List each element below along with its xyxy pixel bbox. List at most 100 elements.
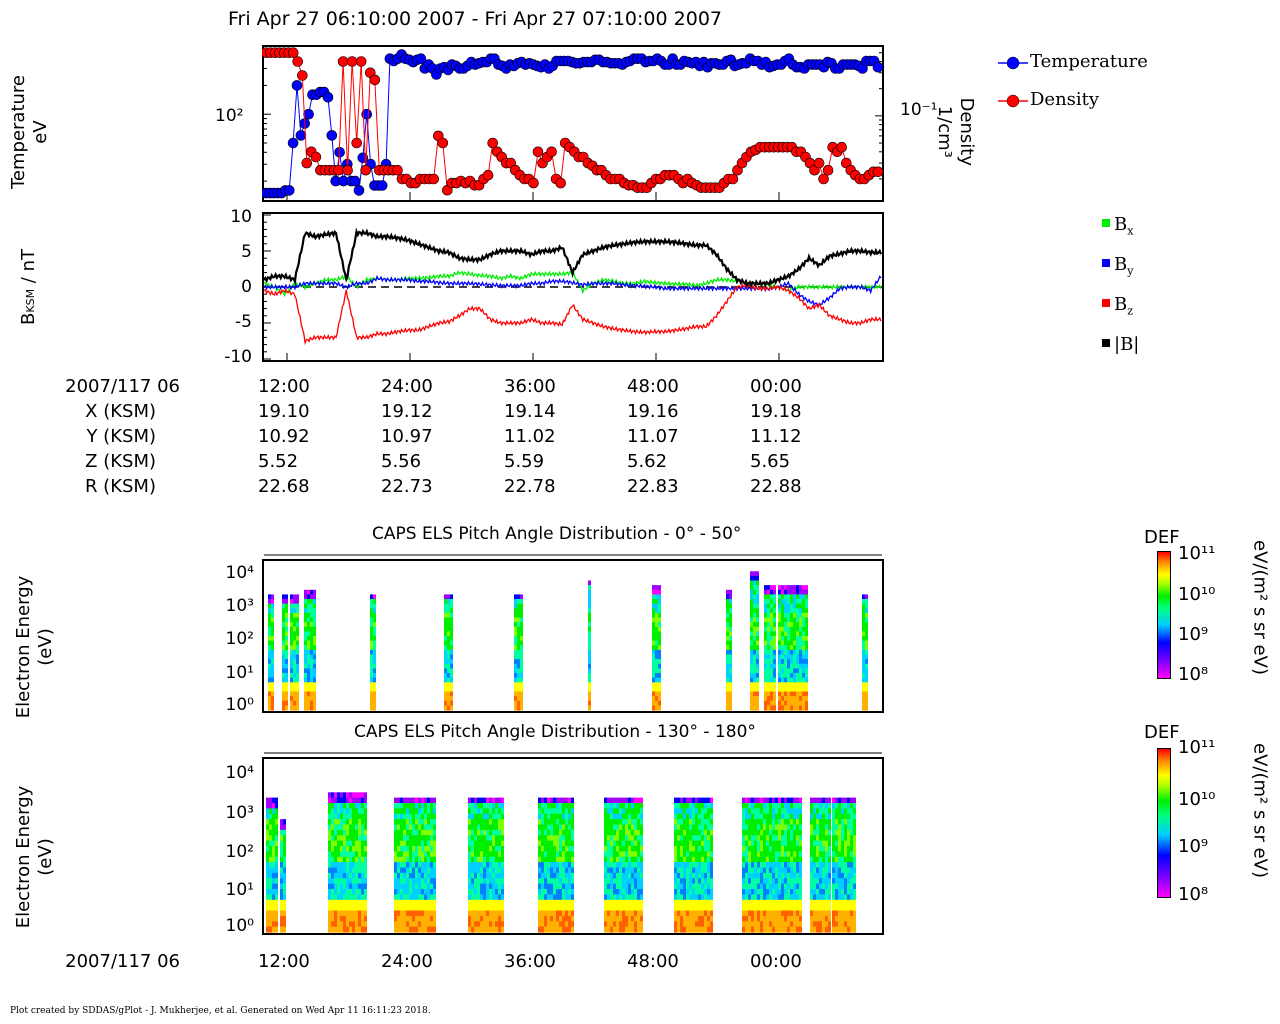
ephemeris-value: 19.18 <box>750 401 802 422</box>
spectrogram-cell <box>285 649 288 656</box>
spectrogram-cell <box>444 612 447 619</box>
spectrogram-cell <box>403 910 406 917</box>
spectrogram-cell <box>280 926 283 933</box>
spectrogram-cell <box>280 889 283 895</box>
spectrogram-cell <box>538 878 541 885</box>
spectrogram-cell <box>832 926 835 933</box>
spectrogram-cell <box>355 926 358 933</box>
spectrogram-cell <box>707 808 710 815</box>
spectrogram-cell <box>799 894 802 901</box>
spectrogram-cell <box>622 829 625 836</box>
spectrogram-cell <box>844 856 847 863</box>
spectrogram-cell <box>773 617 776 623</box>
spectrogram-cell <box>550 905 553 912</box>
spectrogram-cell <box>474 813 477 820</box>
spectrogram-cell <box>799 663 802 669</box>
spectrogram-cell <box>269 905 272 912</box>
spectrogram-cell <box>361 819 364 826</box>
spectrogram-cell <box>489 899 492 906</box>
spectrogram-cell <box>832 808 835 815</box>
spectrogram-cell <box>622 905 625 912</box>
spectrogram-cell <box>559 819 562 826</box>
spectrogram-cell <box>403 883 406 890</box>
spectrogram-cell <box>538 835 541 842</box>
spectrogram-cell <box>492 878 495 885</box>
spectrogram-cell <box>726 612 729 619</box>
spectrogram-cell <box>415 894 418 901</box>
spectrogram-cell <box>349 851 352 858</box>
spectrogram-cell <box>607 819 610 826</box>
spectrogram-cell <box>781 878 784 885</box>
spectrogram-cell <box>361 824 364 831</box>
spectrogram-cell <box>822 883 825 890</box>
spectrogram-cell <box>726 659 729 665</box>
spectrogram-cell <box>751 829 754 836</box>
spectrogram-cell <box>373 686 376 693</box>
spectrogram-cell <box>756 617 759 623</box>
spectrogram-cell <box>337 910 340 917</box>
spectrogram-cell <box>680 878 683 885</box>
spectrogram-cell <box>613 878 616 885</box>
spectrogram-cell <box>337 856 340 863</box>
spectrogram-cell <box>790 883 793 890</box>
spectrogram-cell <box>799 612 802 619</box>
spectrogram-cell <box>409 889 412 895</box>
spectrogram-cell <box>810 915 813 922</box>
spectrogram-cell <box>293 640 296 646</box>
spectrogram-cell <box>334 803 337 809</box>
spectrogram-cell <box>343 813 346 820</box>
spectrogram-cell <box>751 819 754 826</box>
spectrogram-cell <box>346 889 349 895</box>
spectrogram-cell <box>680 824 683 831</box>
spectrogram-cell <box>796 608 799 614</box>
spectrogram-cell <box>415 872 418 879</box>
spectrogram-cell <box>538 862 541 869</box>
spectrogram-cell <box>285 663 288 669</box>
spectrogram-cell <box>742 883 745 890</box>
spectrogram-cell <box>825 840 828 847</box>
spectrogram-cell <box>364 894 367 901</box>
spectrogram-cell <box>772 883 775 890</box>
spectrogram-cell <box>841 851 844 858</box>
spectrogram-cell <box>427 915 430 922</box>
spectrogram-cell <box>394 856 397 863</box>
spectrogram-cell <box>847 851 850 858</box>
spectrogram-cell <box>799 915 802 922</box>
spectrogram-cell <box>778 808 781 815</box>
spectrogram-cell <box>571 883 574 890</box>
spectrogram-cell <box>753 673 756 679</box>
spectrogram-cell <box>764 663 767 669</box>
spectrogram-cell <box>328 883 331 890</box>
spectrogram-cell <box>689 899 692 906</box>
spectrogram-cell <box>781 856 784 863</box>
spectrogram-cell <box>750 612 753 619</box>
spectrogram-cell <box>825 829 828 836</box>
spectrogram-cell <box>340 862 343 869</box>
spectrogram-cell <box>683 856 686 863</box>
ephemeris-value: 22.73 <box>381 476 433 497</box>
spectrogram-cell <box>772 829 775 836</box>
plasma-plot <box>262 45 884 202</box>
spectrogram-cell <box>514 705 517 711</box>
spectrogram-cell <box>358 829 361 836</box>
spectrogram-cell <box>520 673 523 679</box>
spectrogram-cell <box>495 829 498 836</box>
spectrogram-cell <box>640 829 643 836</box>
spectrogram-cell <box>625 829 628 836</box>
spectrogram-cell <box>701 921 704 928</box>
spectrogram-cell <box>370 631 373 637</box>
spectrogram-cell <box>766 894 769 901</box>
spectrogram-cell <box>370 691 373 697</box>
spectrogram-cell <box>726 677 729 683</box>
spectrogram-cell <box>556 813 559 820</box>
spectrogram-cell <box>816 808 819 815</box>
spectrogram-cell <box>538 894 541 901</box>
spectrogram-cell <box>266 915 269 922</box>
spectrogram-cell <box>568 808 571 815</box>
spectrogram-cell <box>796 700 799 706</box>
spectrogram-cell <box>781 705 784 711</box>
spectrogram-cell <box>275 889 278 895</box>
spectrogram-cell <box>495 797 498 804</box>
spectrogram-cell <box>370 663 373 669</box>
spectrogram-cell <box>340 846 343 852</box>
